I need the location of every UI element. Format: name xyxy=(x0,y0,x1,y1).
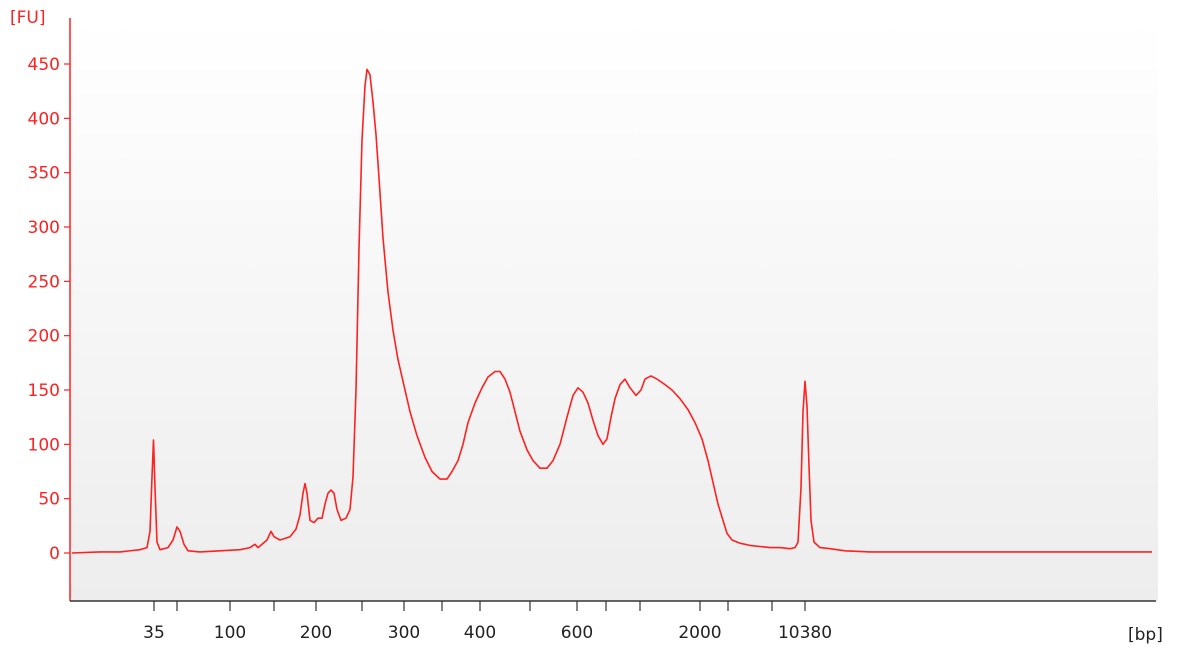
x-tick-label: 400 xyxy=(464,623,496,643)
y-tick-label: 300 xyxy=(28,218,60,238)
y-tick-label: 350 xyxy=(28,164,60,184)
y-tick-label: 200 xyxy=(28,327,60,347)
x-axis: 35 100 200 300 400 600 2000 10380 xyxy=(70,600,1156,643)
x-tick-label: 10380 xyxy=(778,623,832,643)
x-tick-label: 200 xyxy=(300,623,332,643)
x-tick-label: 300 xyxy=(388,623,420,643)
electropherogram-trace xyxy=(71,68,1152,554)
y-tick-label: 450 xyxy=(28,55,60,75)
x-tick-label: 100 xyxy=(214,623,246,643)
y-tick-label: 150 xyxy=(28,381,60,401)
x-tick-label: 600 xyxy=(561,623,593,643)
y-tick-label: 250 xyxy=(28,272,60,292)
plot-background xyxy=(70,18,1158,601)
x-unit-label: [bp] xyxy=(1128,625,1163,645)
x-tick-label: 35 xyxy=(143,623,165,643)
x-tick-label: 2000 xyxy=(678,623,721,643)
y-axis: 0 50 100 150 200 250 300 350 400 450 xyxy=(28,18,71,601)
y-tick-label: 0 xyxy=(49,544,60,564)
y-tick-label: 400 xyxy=(28,109,60,129)
y-tick-label: 100 xyxy=(28,435,60,455)
y-unit-label: [FU] xyxy=(10,8,46,28)
y-tick-label: 50 xyxy=(38,490,60,510)
